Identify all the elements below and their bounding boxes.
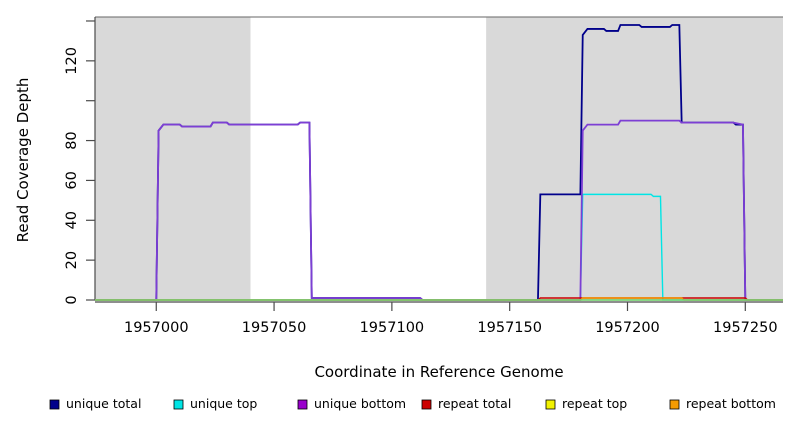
legend-swatch-repeat-total xyxy=(421,399,432,410)
legend-swatch-repeat-bottom xyxy=(669,399,680,410)
legend-swatch-unique-bottom xyxy=(297,399,308,410)
legend-swatch-unique-total xyxy=(49,399,60,410)
legend-label-unique-top: unique top xyxy=(190,396,257,411)
y-tick-label-80: 80 xyxy=(64,131,80,149)
x-tick-label-1957150: 1957150 xyxy=(477,320,542,336)
shaded-region-group xyxy=(95,17,783,300)
y-axis-ticks: 0 20 40 60 80 120 xyxy=(64,20,95,305)
x-tick-label-1957050: 1957050 xyxy=(242,320,307,336)
y-tick-label-60: 60 xyxy=(64,171,80,189)
legend-label-repeat-bottom: repeat bottom xyxy=(686,396,776,411)
y-tick-label-20: 20 xyxy=(64,251,80,269)
legend-label-unique-bottom: unique bottom xyxy=(314,396,406,411)
chart-legend: unique total unique top unique bottom repea… xyxy=(49,396,776,411)
y-axis-title: Read Coverage Depth xyxy=(14,78,32,243)
series-unique-bottom xyxy=(95,119,783,301)
x-tick-label-1957200: 1957200 xyxy=(595,320,660,336)
legend-swatch-unique-top xyxy=(173,399,184,410)
x-tick-label-1957000: 1957000 xyxy=(124,320,189,336)
x-tick-label-1957100: 1957100 xyxy=(360,320,425,336)
x-tick-label-1957250: 1957250 xyxy=(713,320,778,336)
y-tick-label-120: 120 xyxy=(64,47,80,75)
legend-label-unique-total: unique total xyxy=(66,396,141,411)
legend-swatch-repeat-top xyxy=(545,399,556,410)
x-axis-ticks: 1957000 1957050 1957100 1957150 1957200 19572… xyxy=(124,302,778,336)
y-tick-label-40: 40 xyxy=(64,211,80,229)
x-axis-title: Coordinate in Reference Genome xyxy=(314,363,563,381)
legend-label-repeat-total: repeat total xyxy=(438,396,511,411)
data-series-group xyxy=(95,24,783,301)
shaded-region-0 xyxy=(95,17,251,300)
y-tick-label-0: 0 xyxy=(64,295,80,304)
legend-label-repeat-top: repeat top xyxy=(562,396,627,411)
shaded-region-1 xyxy=(486,17,783,300)
